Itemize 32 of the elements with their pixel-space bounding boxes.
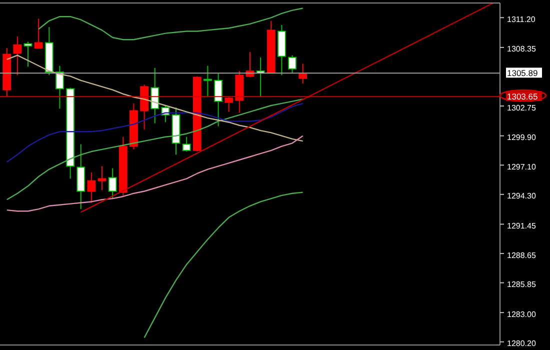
candlestick	[182, 136, 191, 152]
candlestick	[56, 65, 64, 110]
ref-line-label: 1305.89	[507, 68, 538, 78]
y-tick-label: 1299.90	[507, 133, 536, 142]
candlestick	[214, 72, 222, 127]
y-tick-label: 1308.35	[507, 44, 536, 54]
y-tick-label: 1288.65	[507, 250, 536, 260]
candlestick	[288, 54, 296, 74]
line-series	[38, 8, 304, 40]
y-tick-label: 1302.75	[507, 103, 536, 112]
candlestick	[204, 65, 212, 98]
y-tick-label: 1285.85	[507, 280, 536, 290]
y-tick-label: 1291.45	[507, 222, 536, 230]
line-series	[6, 102, 304, 163]
y-tick-label: 1311.20	[507, 14, 536, 24]
candlestick	[108, 168, 117, 200]
y-tick-label: 1283.00	[507, 310, 536, 319]
y-tick-label: 1280.20	[507, 339, 536, 348]
line-series	[144, 192, 304, 338]
candlestick	[298, 63, 308, 84]
line-series	[6, 98, 304, 200]
line-series	[6, 135, 304, 212]
candlestick	[13, 36, 22, 76]
y-tick-label: 1294.30	[507, 192, 536, 201]
candlestick	[24, 41, 32, 68]
candlestick	[34, 18, 43, 48]
candlestick	[224, 96, 234, 112]
ref-line-label: 1303.65	[507, 92, 538, 102]
candlestick	[98, 166, 106, 191]
y-tick-label: 1297.10	[507, 162, 536, 172]
candlestick	[87, 172, 96, 204]
candlestick	[150, 67, 160, 124]
